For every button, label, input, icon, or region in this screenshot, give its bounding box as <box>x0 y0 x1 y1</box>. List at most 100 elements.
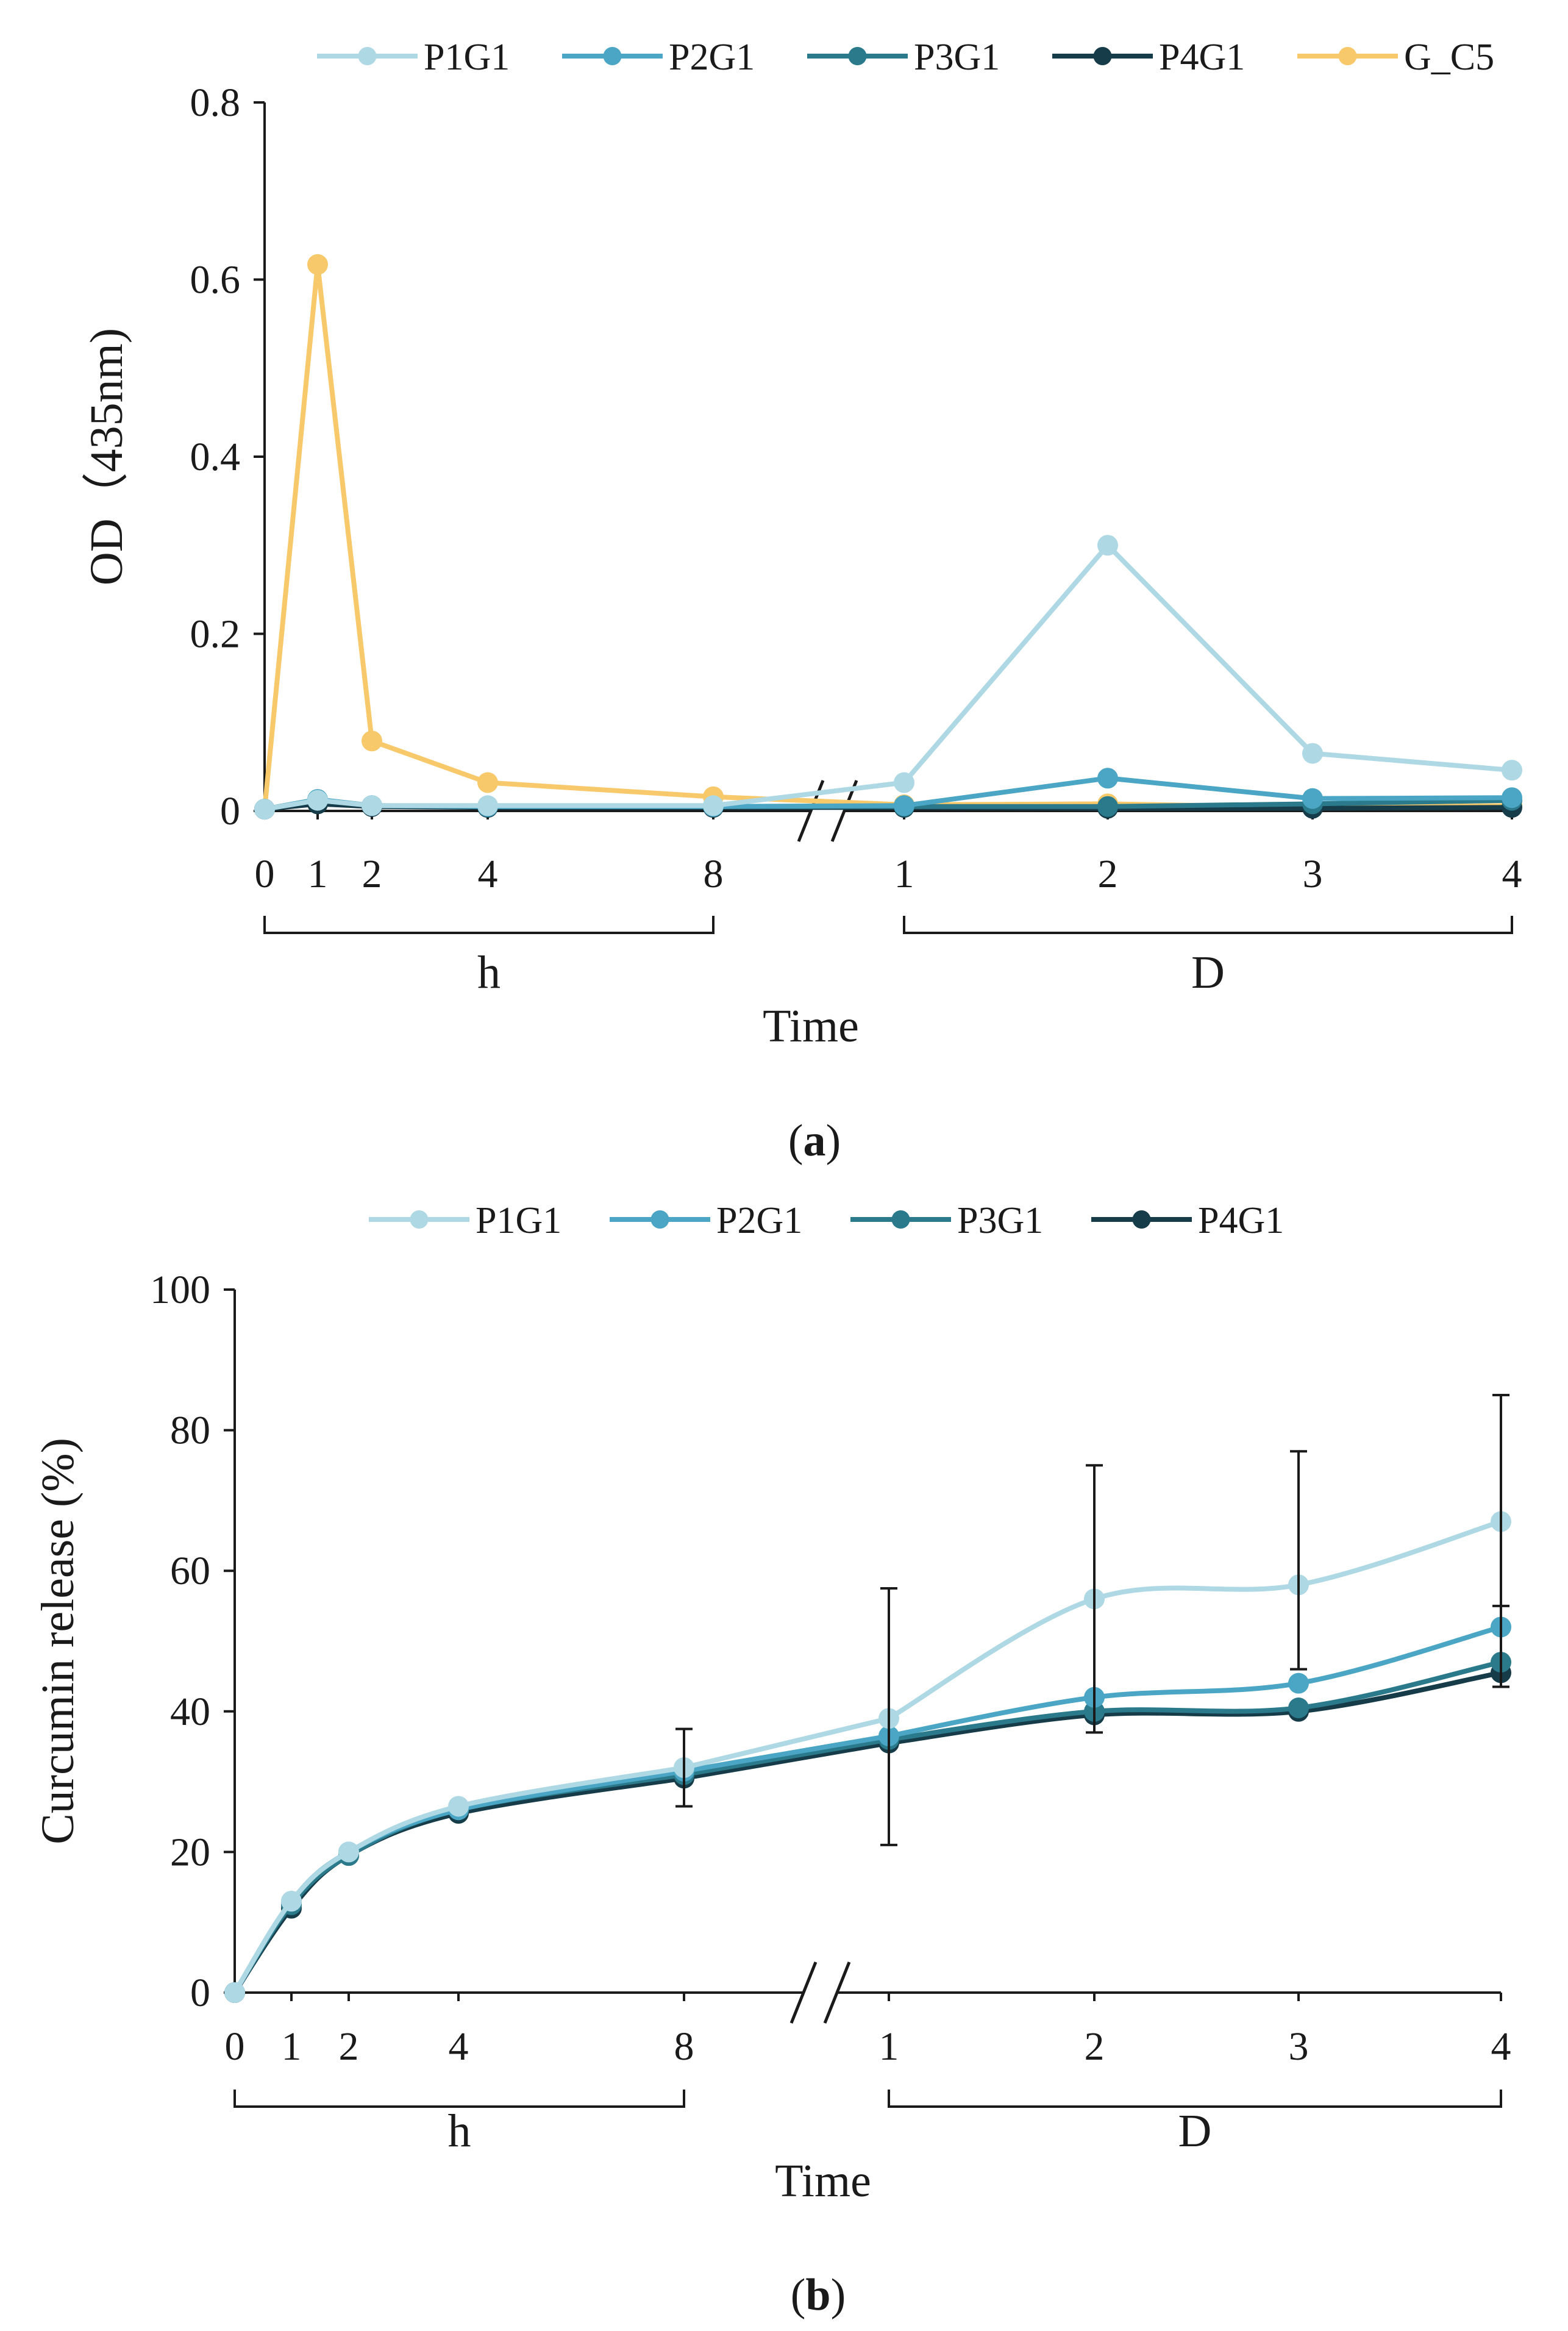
y-tick-label: 0.8 <box>190 80 241 125</box>
data-point-p1g1 <box>1097 535 1118 556</box>
y-tick-label: 0.4 <box>190 435 241 479</box>
series-line-p2g1 <box>713 803 905 809</box>
x-tick-label: 1 <box>879 2024 899 2069</box>
y-tick-label: 100 <box>150 1268 210 1312</box>
data-point-p2g1 <box>1502 787 1522 809</box>
x-tick-label: 3 <box>1303 852 1323 896</box>
data-point-p1g1 <box>307 790 328 811</box>
data-point-p2g1 <box>1097 768 1118 789</box>
series-line-p3g1 <box>904 798 1513 809</box>
group-label: h <box>448 2105 471 2157</box>
series-line-p2g1 <box>903 776 1513 809</box>
legend-item-p1g1: P1G1 <box>317 37 510 78</box>
y-tick-label: 60 <box>170 1549 210 1593</box>
legend-item-p3g1: P3G1 <box>807 37 1000 78</box>
x-tick-label: 2 <box>362 852 382 896</box>
legend-marker-p1g1 <box>358 47 377 65</box>
series-line-p1g1 <box>683 1716 889 1770</box>
legend-label-p4g1: P4G1 <box>1159 37 1245 78</box>
data-point-p1g1 <box>894 772 914 793</box>
panel-a-label: (a) <box>788 1116 841 1166</box>
group-bracket <box>263 916 715 934</box>
x-tick-label: 2 <box>1098 852 1118 896</box>
legend: P1G1 P2G1 P3G1 P4G1 G_C5 <box>317 37 1494 78</box>
data-point-p1g1 <box>1302 743 1323 764</box>
series-p3g1 <box>224 1652 1511 2003</box>
y-tick-label: 80 <box>170 1408 210 1453</box>
legend-label-p2g1: P2G1 <box>716 1200 802 1241</box>
series-line-p1g1 <box>902 543 1513 785</box>
y-tick-label: 20 <box>170 1830 210 1874</box>
series-p4g1 <box>224 1662 1511 2003</box>
legend-label-p3g1: P3G1 <box>957 1200 1043 1241</box>
x-axis-title: Time <box>763 1001 859 1052</box>
panel-b-label: (b) <box>791 2270 846 2320</box>
x-tick-label: 2 <box>339 2024 359 2069</box>
data-point-g_c5 <box>307 254 328 275</box>
data-point-g_c5 <box>477 772 498 793</box>
group-label: h <box>477 947 501 998</box>
group-label: D <box>1178 2105 1212 2157</box>
legend-item-p4g1: P4G1 <box>1091 1200 1284 1241</box>
chart-a: P1G1 P2G1 P3G1 P4G1 G_C5 0 0.2 0.4 0.6 0.8 OD（435n… <box>81 37 1522 1052</box>
x-tick-label: 4 <box>1491 2024 1511 2069</box>
data-point-p1g1 <box>448 1796 469 1817</box>
legend-marker-p2g1 <box>650 1210 669 1229</box>
y-axis-title: Curcumin release (%) <box>32 1438 84 1844</box>
legend-marker-p4g1 <box>1093 47 1112 65</box>
axis-break-mark <box>789 1962 818 2024</box>
axis-break-mark <box>823 1962 851 2024</box>
data-point-p3g1 <box>1288 1697 1309 1719</box>
x-axis-title: Time <box>775 2155 871 2207</box>
legend-item-p2g1: P2G1 <box>562 37 755 78</box>
group-bracket <box>888 2090 1502 2108</box>
y-tick-label: 40 <box>170 1690 210 1734</box>
legend-label-p2g1: P2G1 <box>669 37 755 78</box>
x-tick-label: 3 <box>1289 2024 1309 2069</box>
x-tick-label: 8 <box>704 852 724 896</box>
data-point-p1g1 <box>338 1841 359 1863</box>
x-tick-label: 4 <box>478 852 498 896</box>
data-point-p3g1 <box>1097 796 1118 817</box>
series-line-p1g1 <box>887 1519 1502 1721</box>
legend-item-p3g1: P3G1 <box>850 1200 1043 1241</box>
series-line-p4g1 <box>888 1670 1502 1746</box>
data-point-p1g1 <box>703 795 724 816</box>
legend-marker-p4g1 <box>1132 1210 1151 1229</box>
legend-item-p4g1: P4G1 <box>1052 37 1245 78</box>
y-tick-label: 0.2 <box>190 612 241 657</box>
series-line-p3g1 <box>683 1737 889 1777</box>
x-tick-label: 1 <box>282 2024 302 2069</box>
y-axis-title: OD（435nm) <box>81 328 132 585</box>
group-bracket <box>903 916 1513 934</box>
x-tick-label: 4 <box>449 2024 469 2069</box>
series-line-p4g1 <box>683 1740 889 1781</box>
data-point-p1g1 <box>281 1891 302 1912</box>
x-tick-label: 0 <box>225 2024 245 2069</box>
series-p2g1 <box>224 1616 1511 2003</box>
data-point-p2g1 <box>1302 788 1323 809</box>
legend-label-g_c5: G_C5 <box>1404 37 1494 78</box>
group-bracket <box>233 2090 685 2108</box>
x-tick-label: 1 <box>894 852 914 896</box>
x-tick-label: 0 <box>255 852 275 896</box>
axis-break-gap <box>810 777 846 844</box>
series-p1g1 <box>254 535 1522 820</box>
data-point-g_c5 <box>362 730 382 752</box>
series-line-p1g1 <box>713 780 905 809</box>
y-tick-label: 0 <box>220 789 240 834</box>
y-tick-label: 0.6 <box>190 258 241 302</box>
legend-item-p2g1: P2G1 <box>610 1200 802 1241</box>
legend-marker-p1g1 <box>410 1210 429 1229</box>
series-line-p1g1 <box>232 1765 685 1994</box>
data-point-p2g1 <box>1288 1672 1309 1694</box>
data-point-p1g1 <box>254 799 275 820</box>
x-tick-label: 8 <box>674 2024 694 2069</box>
series-line-p2g1 <box>683 1733 889 1774</box>
legend: P1G1 P2G1 P3G1 P4G1 <box>369 1200 1284 1241</box>
legend-label-p1g1: P1G1 <box>476 1200 561 1241</box>
y-tick-label: 0 <box>190 1971 210 2015</box>
legend-item-g_c5: G_C5 <box>1297 37 1494 78</box>
data-point-p1g1 <box>362 795 382 816</box>
